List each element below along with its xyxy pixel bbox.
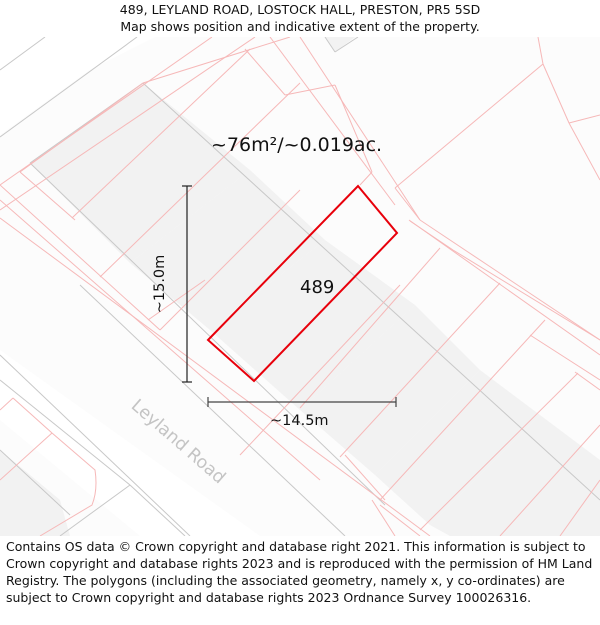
- width-dimension-label: ~14.5m: [270, 413, 329, 429]
- height-dimension-label: ~15.0m: [152, 254, 168, 314]
- copyright-attribution: Contains OS data © Crown copyright and d…: [6, 539, 593, 605]
- plot-number-label: 489: [300, 277, 335, 298]
- buildings: [0, 37, 600, 536]
- map-subtitle: Map shows position and indicative extent…: [120, 19, 480, 34]
- map-canvas: [0, 37, 600, 536]
- road-surface: [0, 350, 260, 536]
- area-label: ~76m²/~0.019ac.: [211, 134, 383, 156]
- width-dimension-line: [207, 397, 397, 407]
- road-edges: [0, 37, 600, 536]
- property-map[interactable]: ~76m²/~0.019ac. 489 ~14.5m ~15.0m Leylan…: [0, 37, 600, 536]
- plot-outline: [206, 184, 399, 383]
- property-address: 489, LEYLAND ROAD, LOSTOCK HALL, PRESTON…: [119, 2, 481, 17]
- parcel-boundaries: [0, 37, 600, 536]
- map-header: 489, LEYLAND ROAD, LOSTOCK HALL, PRESTON…: [0, 0, 600, 37]
- height-dimension-line: [182, 185, 192, 383]
